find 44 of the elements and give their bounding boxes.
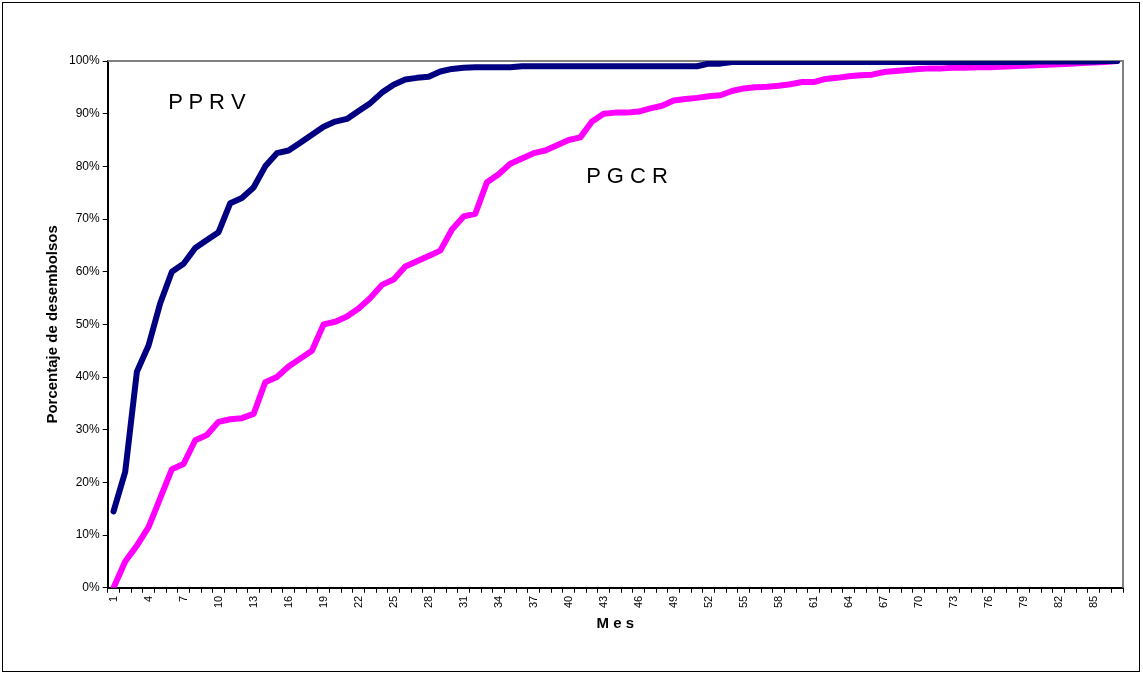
x-tick-label: 82 xyxy=(1051,595,1064,609)
x-tick-label: 58 xyxy=(771,595,784,609)
x-tick-label: 85 xyxy=(1086,595,1099,609)
y-tick-label: 80% xyxy=(75,158,101,173)
x-tick-label: 31 xyxy=(456,595,469,609)
x-tick-label: 13 xyxy=(246,595,259,609)
x-tick-label: 7 xyxy=(176,595,189,602)
y-tick-label: 0% xyxy=(82,580,101,595)
x-tick-label: 76 xyxy=(981,595,994,609)
x-tick-label: 67 xyxy=(876,595,889,609)
x-axis-title: M e s xyxy=(596,614,635,632)
x-tick-label: 34 xyxy=(491,595,504,609)
x-tick-label: 10 xyxy=(211,595,224,609)
y-tick-label: 50% xyxy=(75,316,101,331)
y-tick-label: 40% xyxy=(75,369,101,384)
x-tick-label: 79 xyxy=(1016,595,1029,609)
text: P P R V xyxy=(168,89,246,115)
x-tick-label: 4 xyxy=(141,595,154,602)
series-label: P G C R xyxy=(586,162,668,188)
x-tick-label: 55 xyxy=(736,595,749,609)
x-tick-label: 28 xyxy=(421,595,434,609)
y-tick-label: 90% xyxy=(75,105,101,120)
x-tick-label: 52 xyxy=(701,595,714,609)
y-tick-label: 100% xyxy=(68,53,101,68)
y-axis-title: Porcentaje de desembolsos xyxy=(43,225,61,424)
x-tick-label: 37 xyxy=(526,595,539,609)
x-tick-label: 25 xyxy=(386,595,399,609)
x-tick-label: 70 xyxy=(911,595,924,609)
x-tick-label: 19 xyxy=(316,595,329,609)
y-tick-label: 10% xyxy=(75,527,101,542)
x-tick-label: 22 xyxy=(351,595,364,609)
x-tick-label: 46 xyxy=(631,595,644,609)
y-tick-label: 30% xyxy=(75,422,101,437)
x-tick-label: 43 xyxy=(596,595,609,609)
x-tick-label: 40 xyxy=(561,595,574,609)
x-tick-label: 49 xyxy=(666,595,679,609)
y-tick-label: 60% xyxy=(75,264,101,279)
x-tick-label: 64 xyxy=(841,595,854,609)
y-tick-label: 70% xyxy=(75,211,101,226)
x-tick-label: 61 xyxy=(806,595,819,609)
x-tick-label: 73 xyxy=(946,595,959,609)
x-tick-label: 1 xyxy=(106,595,119,602)
y-tick-label: 20% xyxy=(75,474,101,489)
x-tick-label: 16 xyxy=(281,595,294,609)
